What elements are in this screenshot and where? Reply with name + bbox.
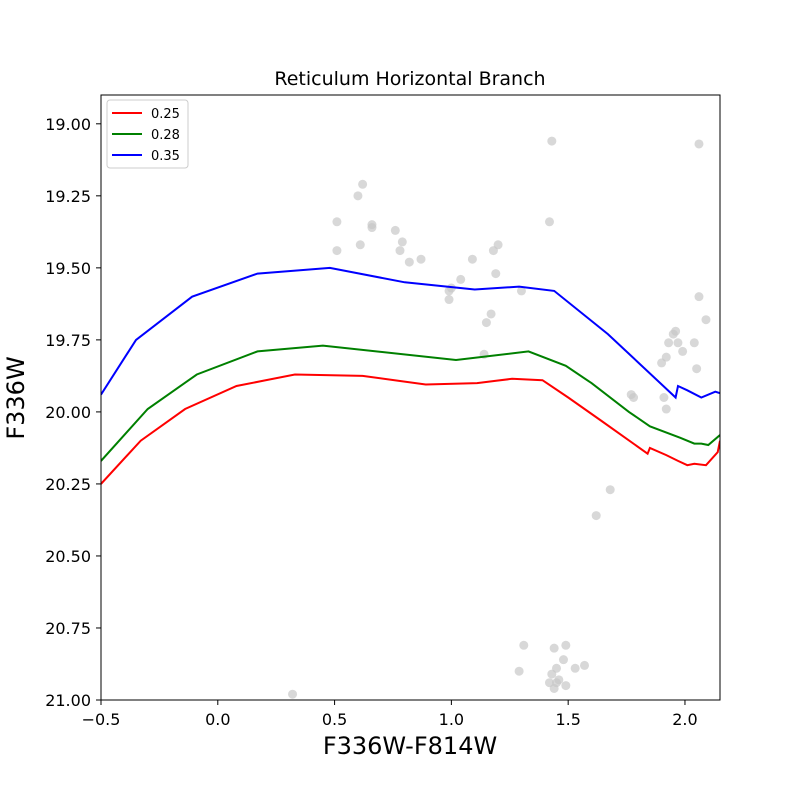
y-tick-label: 21.00 — [45, 691, 91, 710]
scatter-point — [694, 139, 704, 149]
axes: −0.5 0.0 0.5 1.0 1.5 2.0 19.00 19.25 19.50 19.75 2… — [45, 94, 721, 729]
plot-content — [101, 136, 720, 699]
scatter-point — [659, 393, 669, 402]
x-tick-label: −0.5 — [82, 710, 121, 729]
scatter-point — [353, 191, 363, 201]
scatter-point — [467, 254, 477, 264]
scatter-point — [332, 217, 342, 227]
y-tick-label: 19.75 — [45, 331, 91, 350]
y-tick-label: 19.00 — [45, 115, 91, 134]
scatter-point — [561, 640, 571, 650]
y-tick-label: 19.50 — [45, 259, 91, 278]
x-axis-label: F336W-F814W — [323, 732, 497, 760]
scatter-point — [549, 683, 559, 693]
scatter-point — [288, 689, 298, 699]
y-tick-label: 20.00 — [45, 403, 91, 422]
scatter-point — [547, 136, 557, 146]
scatter-point — [580, 660, 590, 670]
scatter-point — [491, 269, 501, 279]
plot-area — [101, 136, 720, 699]
scatter-point — [456, 274, 466, 284]
scatter-point — [481, 318, 491, 328]
scatter-point — [558, 655, 568, 665]
scatter-point — [661, 404, 671, 414]
scatter-point — [544, 217, 554, 227]
y-tick-label: 19.25 — [45, 187, 91, 206]
scatter-point — [358, 179, 368, 189]
scatter-point — [664, 338, 674, 348]
y-tick-label: 20.25 — [45, 475, 91, 494]
scatter-point — [561, 681, 571, 691]
scatter-point — [486, 309, 496, 319]
scatter-point — [488, 246, 498, 256]
scatter-point — [668, 329, 678, 339]
legend-label: 0.28 — [151, 128, 180, 143]
scatter-point — [367, 223, 377, 233]
scatter-point — [678, 346, 688, 356]
scatter-point — [397, 237, 407, 247]
scatter-point — [701, 315, 711, 325]
legend: 0.25 0.28 0.35 — [106, 99, 189, 169]
scatter-point — [673, 338, 683, 348]
legend-label: 0.35 — [151, 149, 180, 164]
axes-frame — [100, 94, 721, 701]
scatter-point — [519, 640, 529, 650]
scatter-point — [332, 246, 342, 256]
series-line-0.25 — [101, 373, 720, 485]
scatter-point — [390, 225, 400, 235]
scatter-point — [355, 240, 365, 250]
scatter-point — [657, 358, 667, 368]
series-line-0.35 — [101, 266, 720, 400]
scatter-point — [605, 485, 615, 495]
scatter-point — [444, 295, 454, 305]
y-axis-label: F336W — [2, 356, 30, 439]
legend-frame — [106, 99, 189, 169]
scatter-point — [547, 669, 557, 679]
scatter-point — [444, 286, 454, 296]
x-tick-label: 0.5 — [322, 710, 347, 729]
scatter-point — [416, 254, 426, 264]
x-tick-label: 1.5 — [555, 710, 580, 729]
x-tick-label: 0.0 — [205, 710, 230, 729]
scatter-point — [516, 286, 526, 296]
scatter-point — [404, 257, 414, 267]
scatter-point — [629, 393, 639, 402]
y-tick-label: 20.75 — [45, 619, 91, 638]
scatter-point — [570, 663, 580, 673]
scatter-point — [395, 246, 405, 256]
scatter-point — [514, 666, 524, 676]
scatter-point — [694, 292, 704, 302]
x-tick-label: 1.0 — [439, 710, 464, 729]
legend-label: 0.25 — [151, 107, 180, 122]
series-line-0.28 — [101, 344, 720, 462]
scatter-point — [692, 364, 702, 374]
y-tick-label: 20.50 — [45, 547, 91, 566]
chart-title: Reticulum Horizontal Branch — [274, 68, 545, 90]
scatter-point — [591, 511, 601, 521]
x-tick-label: 2.0 — [672, 710, 697, 729]
scatter-point — [689, 338, 699, 348]
scatter-point — [549, 643, 559, 653]
